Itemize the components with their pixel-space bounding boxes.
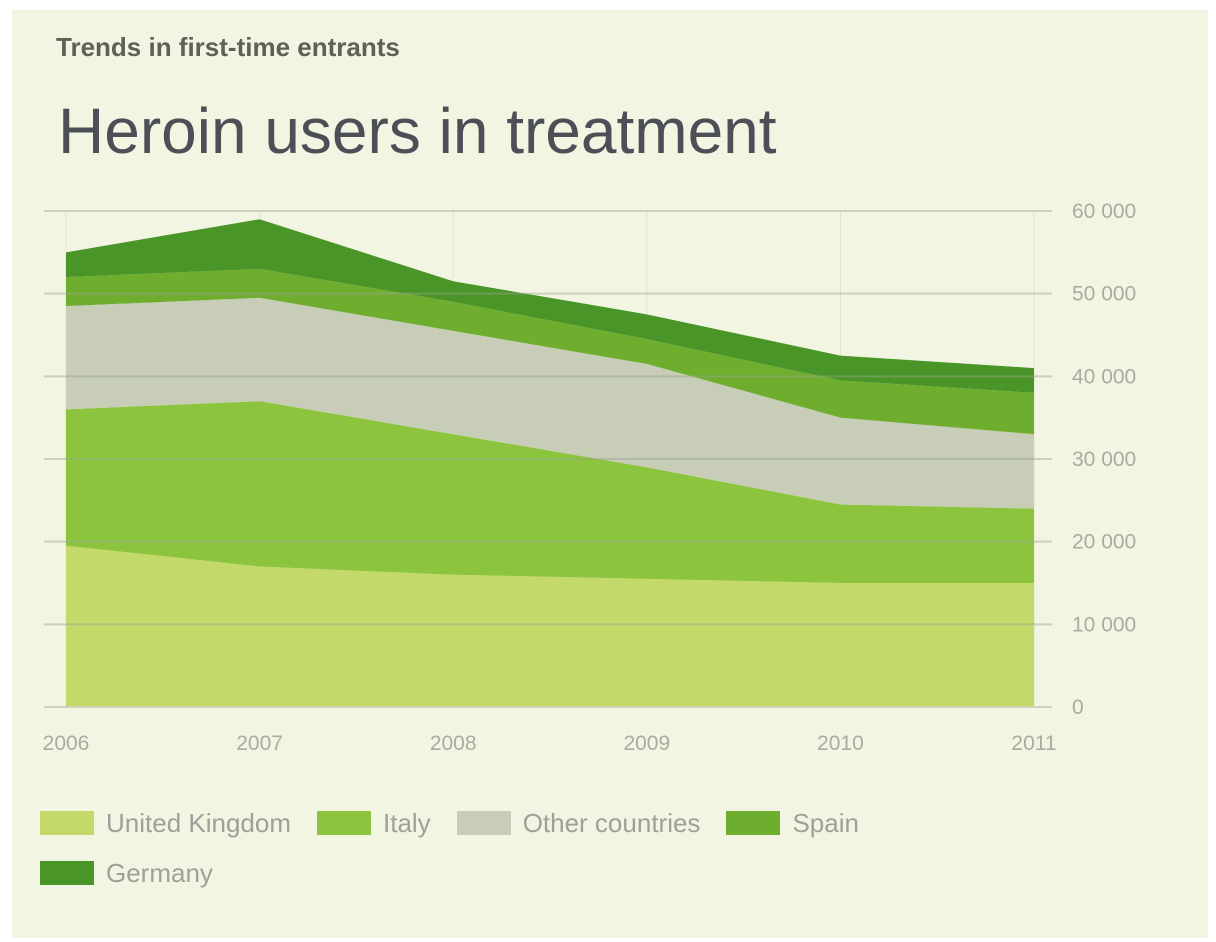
area-spain bbox=[66, 268, 1034, 435]
legend-item: United Kingdom bbox=[40, 806, 291, 840]
legend-swatch bbox=[40, 811, 94, 835]
area-united-kingdom bbox=[66, 545, 1034, 707]
legend-label: United Kingdom bbox=[106, 807, 291, 838]
area-italy bbox=[66, 401, 1034, 583]
x-axis-ticks: 2006 2007 2008 2009 2010 2011 bbox=[43, 732, 1057, 755]
chart-subtitle: Trends in first-time entrants bbox=[56, 32, 400, 62]
y-tick-label: 30 000 bbox=[1072, 448, 1136, 471]
legend: United Kingdom Italy Other countries Spain G… bbox=[40, 806, 1040, 890]
legend-item: Italy bbox=[317, 806, 431, 840]
x-tick-label: 2008 bbox=[430, 732, 477, 755]
x-tick-label: 2011 bbox=[1011, 732, 1056, 755]
y-axis-ticks: 0 10 000 20 000 30 000 40 000 50 000 60 000 bbox=[1072, 200, 1136, 719]
y-tick-label: 20 000 bbox=[1072, 531, 1136, 554]
legend-swatch bbox=[456, 811, 511, 835]
chart-title: Heroin users in treatment bbox=[58, 95, 777, 167]
legend-swatch bbox=[317, 811, 371, 835]
y-tick-label: 0 bbox=[1072, 696, 1084, 719]
y-tick-label: 50 000 bbox=[1072, 283, 1136, 306]
legend-label: Spain bbox=[792, 807, 859, 838]
x-tick-label: 2006 bbox=[43, 732, 90, 755]
y-tick-label: 40 000 bbox=[1072, 365, 1136, 388]
legend-swatch bbox=[40, 861, 94, 885]
area-germany bbox=[66, 219, 1034, 393]
y-tick-label: 10 000 bbox=[1072, 613, 1136, 636]
legend-label: Italy bbox=[383, 807, 431, 838]
area-other-countries bbox=[66, 297, 1034, 509]
legend-swatch bbox=[726, 811, 781, 835]
legend-item: Other countries bbox=[456, 806, 701, 840]
legend-item: Spain bbox=[726, 806, 859, 840]
y-tick-label: 60 000 bbox=[1072, 200, 1136, 223]
x-tick-label: 2009 bbox=[623, 732, 670, 755]
x-tick-label: 2007 bbox=[236, 732, 283, 755]
legend-item: Germany bbox=[40, 856, 213, 890]
legend-label: Germany bbox=[106, 857, 213, 888]
legend-label: Other countries bbox=[522, 807, 701, 838]
horizontal-gridlines bbox=[44, 210, 1052, 708]
area-layers bbox=[66, 219, 1034, 707]
x-tick-label: 2010 bbox=[817, 732, 864, 755]
stacked-area-chart: 0 10 000 20 000 30 000 40 000 50 000 60 000 20… bbox=[43, 200, 1137, 755]
